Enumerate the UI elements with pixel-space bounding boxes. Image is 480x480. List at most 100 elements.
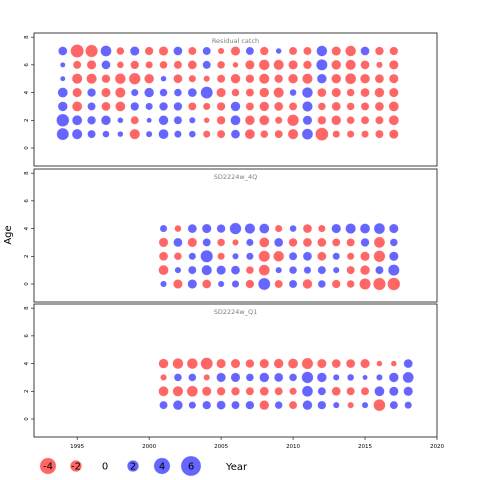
residual-point: [376, 374, 383, 381]
panel-title: Residual catch: [212, 37, 259, 45]
residual-point: [188, 373, 197, 382]
residual-point: [230, 101, 241, 112]
y-tick-label: 2: [24, 255, 30, 259]
legend-bubble: [39, 457, 57, 475]
residual-point: [259, 87, 270, 98]
residual-point: [360, 73, 371, 84]
residual-point: [56, 127, 70, 141]
residual-point: [344, 73, 357, 85]
residual-point: [202, 46, 211, 56]
residual-point: [273, 250, 285, 262]
residual-point: [115, 101, 126, 112]
residual-point: [289, 387, 297, 396]
residual-point: [87, 88, 97, 98]
residual-point: [388, 101, 399, 112]
residual-point: [230, 358, 241, 369]
residual-point: [302, 237, 313, 248]
x-tick-label: 1995: [70, 444, 84, 450]
residual-point: [287, 128, 299, 140]
residual-point: [114, 73, 126, 85]
residual-point: [159, 88, 168, 97]
residual-point: [160, 280, 167, 288]
residual-point: [202, 130, 211, 138]
residual-point: [56, 113, 70, 127]
residual-point: [173, 373, 182, 382]
residual-point: [375, 129, 384, 139]
residual-point: [387, 277, 401, 291]
residual-point: [303, 60, 312, 70]
residual-point: [331, 279, 341, 289]
residual-point: [258, 264, 270, 276]
residual-point: [173, 74, 183, 84]
residual-point: [202, 60, 211, 70]
residual-point: [70, 44, 84, 58]
residual-point: [374, 386, 385, 397]
residual-point: [332, 401, 340, 409]
residual-point: [86, 73, 97, 85]
y-tick-label: 4: [24, 361, 30, 365]
residual-point: [275, 266, 283, 274]
residual-point: [244, 223, 256, 234]
panels: Residual catch02468SD2224w_4Q02468SD2224…: [24, 32, 438, 438]
residual-point: [160, 75, 167, 82]
residual-point: [100, 115, 111, 126]
residual-point: [301, 371, 314, 384]
residual-point: [360, 60, 370, 70]
residual-point: [331, 115, 342, 126]
residual-point: [60, 62, 66, 68]
residual-point: [402, 371, 414, 384]
residual-point: [302, 251, 313, 261]
residual-point: [345, 45, 357, 57]
residual-point: [388, 223, 399, 234]
residual-point: [202, 400, 212, 410]
residual-point: [388, 372, 399, 383]
residual-point: [289, 224, 297, 233]
residual-point: [317, 87, 327, 98]
legend: -4 -2 0 2 4 6: [39, 455, 202, 477]
residual-point: [231, 400, 240, 410]
residual-point: [274, 237, 284, 248]
residual-point: [116, 61, 124, 69]
y-tick-label: 6: [24, 63, 30, 67]
residual-point: [158, 128, 169, 140]
residual-point: [404, 401, 413, 409]
legend-label: 4: [159, 462, 165, 473]
residual-point: [288, 252, 298, 261]
residual-point: [129, 46, 140, 56]
residual-point: [230, 265, 241, 275]
residual-point: [373, 222, 386, 235]
residual-point: [217, 238, 226, 247]
residual-point: [174, 266, 182, 274]
residual-point: [374, 101, 385, 112]
residual-point: [287, 114, 300, 127]
residual-point: [332, 252, 341, 261]
residual-point: [302, 400, 313, 411]
residual-point: [331, 59, 342, 70]
y-tick-label: 8: [24, 171, 30, 175]
panel-frame: [33, 168, 438, 303]
residual-point: [188, 401, 197, 409]
residual-point: [274, 224, 283, 233]
legend-label: 0: [102, 462, 108, 473]
residual-point: [316, 59, 328, 71]
residual-point: [245, 400, 255, 410]
residual-point: [203, 75, 211, 83]
y-tick-label: 6: [24, 199, 30, 203]
residual-point: [359, 278, 371, 290]
residual-point: [216, 224, 226, 234]
residual-point: [187, 60, 197, 70]
residual-point: [273, 59, 285, 71]
panel-3: SD2224w_Q1 0 2 4 6 8: [24, 303, 438, 438]
legend-label: -2: [71, 462, 81, 473]
legend-bubble: [180, 455, 202, 477]
residual-point: [160, 374, 167, 381]
residual-point: [173, 60, 183, 70]
residual-point: [230, 129, 241, 139]
residual-point: [302, 73, 313, 85]
residual-point: [87, 102, 96, 111]
residual-point: [172, 358, 184, 370]
residual-point: [158, 46, 169, 56]
residual-point: [229, 222, 242, 235]
residual-point: [187, 223, 197, 234]
